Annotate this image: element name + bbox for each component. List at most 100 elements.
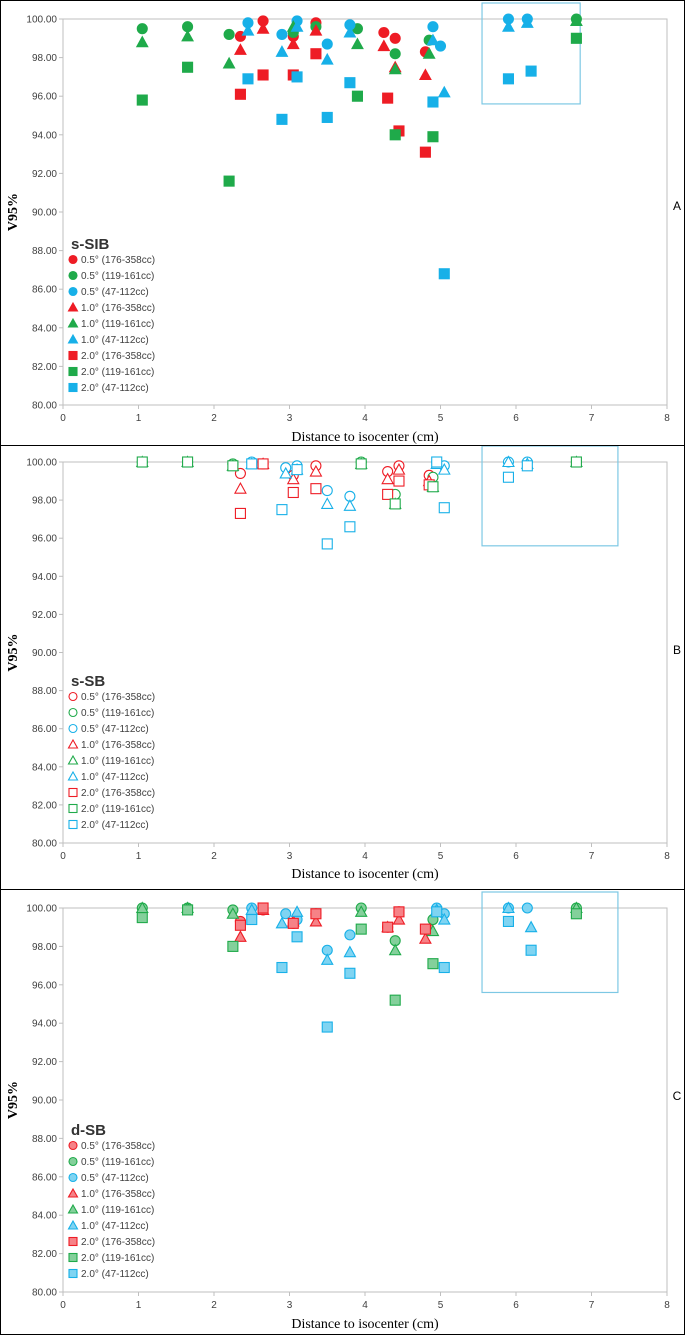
series-6 [234, 458, 435, 519]
data-point [388, 943, 402, 956]
data-point [382, 488, 394, 500]
legend-item-label: 0.5° (176-358cc) [81, 255, 155, 266]
data-point [419, 146, 431, 158]
x-tick-label: 1 [136, 1300, 142, 1311]
data-point [257, 69, 269, 81]
legend-item-label: 2.0° (176-358cc) [81, 351, 155, 362]
y-tick-label: 90.00 [32, 208, 57, 219]
data-point [502, 20, 515, 32]
legend-marker [68, 1172, 78, 1183]
x-tick-label: 5 [438, 851, 444, 862]
data-point [524, 920, 538, 933]
x-tick-label: 5 [438, 1300, 444, 1311]
y-tick-label: 82.00 [32, 1249, 57, 1260]
data-point [502, 915, 515, 927]
legend-item-label: 2.0° (176-358cc) [81, 788, 155, 799]
x-tick-label: 4 [362, 851, 368, 862]
legend-item-label: 1.0° (176-358cc) [81, 740, 155, 751]
legend-marker [67, 770, 79, 781]
y-tick-label: 84.00 [32, 1211, 57, 1222]
legend-marker [67, 301, 79, 312]
data-point [291, 464, 303, 476]
data-point [525, 65, 537, 77]
data-point [291, 71, 303, 83]
legend-marker [67, 754, 79, 765]
legend-item-label: 0.5° (47-112cc) [81, 1173, 149, 1184]
legend-marker [68, 1268, 78, 1279]
data-point [355, 458, 367, 470]
legend-item-label: 2.0° (47-112cc) [81, 383, 149, 394]
data-point [438, 502, 450, 514]
legend-item-label: 1.0° (47-112cc) [81, 1221, 149, 1232]
data-point [378, 26, 390, 39]
data-point [354, 905, 368, 917]
data-point [393, 475, 405, 487]
series-8 [242, 65, 537, 280]
data-point [426, 33, 440, 46]
legend-marker [68, 366, 78, 377]
data-point [275, 45, 289, 57]
y-tick-label: 80.00 [32, 1288, 57, 1299]
legend-item-label: 2.0° (119-161cc) [81, 367, 154, 378]
y-tick-label: 90.00 [32, 648, 57, 659]
highlight-box [481, 2, 581, 105]
data-point [290, 20, 304, 32]
data-point [226, 907, 240, 919]
data-point [287, 486, 299, 499]
data-point [521, 902, 533, 914]
y-tick-label: 84.00 [32, 323, 57, 334]
legend-item-label: 2.0° (119-161cc) [81, 804, 154, 815]
data-point [234, 919, 246, 931]
data-point [393, 906, 405, 918]
x-tick-label: 8 [664, 1300, 670, 1311]
data-point [351, 37, 364, 50]
legend-item-label: 0.5° (119-161cc) [81, 271, 154, 282]
data-point [381, 472, 395, 485]
series-7 [136, 904, 582, 1006]
panel-label: C [673, 1089, 682, 1103]
y-tick-label: 80.00 [32, 839, 57, 850]
y-tick-label: 82.00 [32, 800, 57, 811]
legend-marker [67, 1203, 79, 1214]
data-point [223, 175, 235, 187]
data-point [418, 68, 432, 81]
data-point [427, 96, 439, 108]
legend-marker [68, 1156, 78, 1167]
legend-item-label: 1.0° (176-358cc) [81, 303, 155, 314]
x-tick-label: 0 [60, 413, 66, 424]
data-point [227, 460, 239, 472]
y-tick-label: 98.00 [32, 496, 57, 507]
data-point [389, 994, 401, 1006]
y-axis-label: V95% [6, 193, 21, 231]
data-point [389, 129, 401, 141]
legend-marker [68, 1236, 78, 1247]
data-point [182, 456, 194, 468]
y-tick-label: 98.00 [32, 942, 57, 953]
legend-marker [68, 382, 78, 393]
data-point [427, 481, 439, 493]
data-point [136, 23, 148, 35]
y-tick-label: 86.00 [32, 1172, 57, 1183]
data-point [427, 958, 439, 970]
legend-item-label: 0.5° (119-161cc) [81, 708, 154, 719]
series-7 [136, 456, 582, 510]
x-axis-label: Distance to isocenter (cm) [291, 430, 439, 445]
data-point [437, 85, 451, 98]
x-tick-label: 2 [211, 413, 217, 424]
y-tick-label: 80.00 [32, 401, 57, 412]
data-point [223, 28, 235, 40]
y-tick-label: 94.00 [32, 1019, 57, 1030]
scatter-chart-a: 80.00 82.00 84.00 86.00 88.00 90.00 92.00 94.00… [6, 2, 681, 445]
data-point [320, 953, 334, 965]
data-point [242, 73, 254, 85]
legend-item-label: 2.0° (47-112cc) [81, 820, 149, 831]
y-tick-label: 94.00 [32, 572, 57, 583]
data-point [382, 92, 394, 104]
legend-item-label: 0.5° (176-358cc) [81, 1141, 155, 1152]
data-point [309, 23, 323, 36]
data-point [276, 28, 288, 40]
data-point [321, 111, 333, 123]
legend-title: d-SB [71, 1122, 106, 1139]
legend-item-label: 2.0° (119-161cc) [81, 1253, 154, 1264]
legend-item-label: 1.0° (119-161cc) [81, 756, 154, 767]
